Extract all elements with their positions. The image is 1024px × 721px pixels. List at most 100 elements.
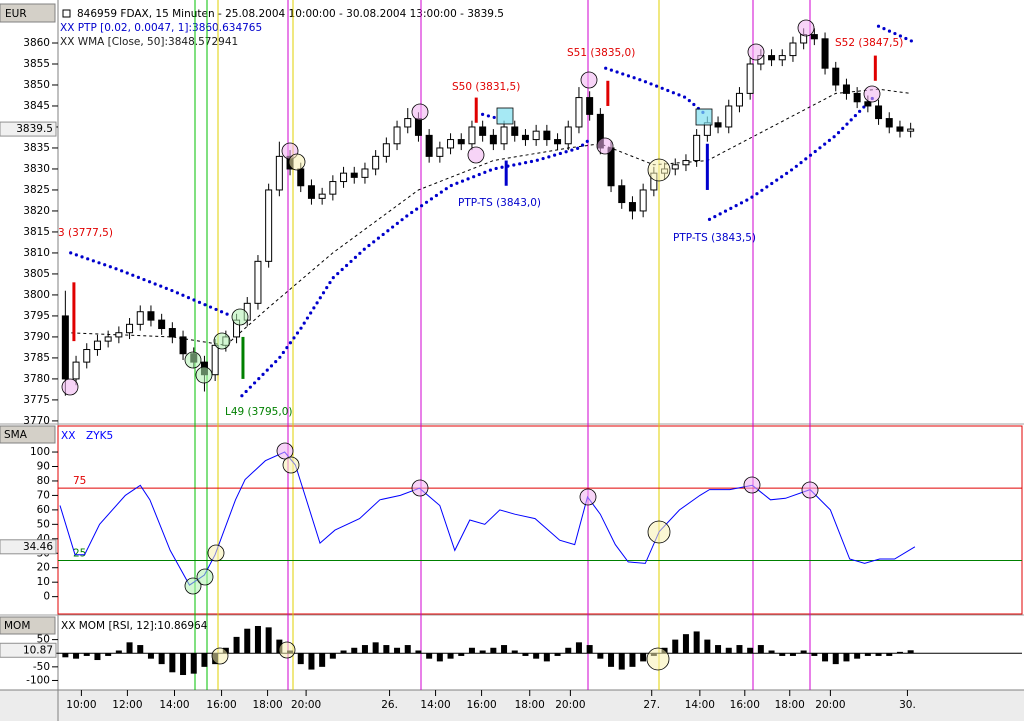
bar: [158, 653, 165, 665]
y-tick-label: 3785: [23, 352, 50, 364]
candle-body: [778, 55, 786, 61]
bar: [629, 653, 636, 667]
y-tick-label: 3795: [23, 310, 50, 322]
axis-label-box: [0, 616, 56, 635]
bar: [896, 651, 903, 654]
x-tick-label: 14:00: [685, 699, 715, 711]
chart-title: 846959 FDAX, 15 Minuten - 25.08.2004 10:…: [77, 8, 504, 20]
bar: [565, 647, 572, 654]
pattern-marker: [646, 647, 670, 671]
candle-body: [361, 168, 369, 178]
x-tick-label: 14:00: [159, 699, 189, 711]
annotation: L49 (3795,0): [225, 406, 292, 418]
bar: [618, 653, 625, 670]
legend-entry: ZYK5: [86, 430, 113, 442]
x-tick-label: 20:00: [815, 699, 845, 711]
candle-body: [543, 130, 551, 141]
y-tick-label: 3835: [23, 142, 50, 154]
candle-body: [746, 63, 754, 94]
candle-body: [532, 130, 540, 141]
y-tick-label: 70: [37, 489, 50, 501]
axis-label: EUR: [5, 8, 27, 20]
pattern-marker: [61, 378, 79, 396]
y-tick-label: 3790: [23, 331, 50, 343]
y-tick-label: -50: [33, 661, 50, 673]
pattern-marker: [580, 71, 598, 89]
candle-body: [639, 189, 647, 212]
bar: [436, 653, 443, 662]
candle-body: [382, 143, 390, 157]
candle-body: [864, 101, 872, 107]
bar: [415, 650, 422, 654]
candle-body: [896, 126, 904, 132]
bar: [757, 645, 764, 654]
y-tick-label: 60: [37, 504, 50, 516]
bar: [490, 647, 497, 654]
pattern-marker: [579, 488, 597, 506]
last-value-label: 3839.5: [16, 123, 53, 135]
candle-body: [393, 126, 401, 145]
bar: [747, 647, 754, 654]
bar: [201, 653, 208, 667]
pattern-marker: [184, 577, 202, 595]
x-tick-label: 16:00: [730, 699, 760, 711]
candle-body: [275, 155, 283, 191]
candle-body: [842, 84, 850, 94]
candle-body: [425, 134, 433, 157]
panel-title: XX MOM [RSI, 12]:10.86964: [61, 620, 208, 632]
y-tick-label: -100: [26, 674, 50, 686]
candle-body: [414, 118, 422, 136]
pattern-marker: [797, 19, 815, 37]
candle-body: [158, 319, 166, 330]
bar: [832, 653, 839, 665]
bar: [800, 650, 807, 654]
bar: [137, 645, 144, 654]
candle-body: [147, 311, 155, 321]
pattern-marker: [184, 351, 202, 369]
candle-body: [875, 105, 883, 120]
bar: [94, 653, 101, 661]
y-tick-label: 3770: [23, 415, 50, 427]
candle-body: [564, 126, 572, 145]
x-tick-label: 20:00: [555, 699, 585, 711]
bar: [682, 634, 689, 654]
candle-body: [907, 128, 915, 132]
axis-label: MOM: [4, 620, 30, 632]
bar: [864, 653, 871, 656]
bar: [233, 636, 240, 654]
y-tick-label: 3825: [23, 184, 50, 196]
candle-body: [447, 139, 455, 149]
bar: [693, 631, 700, 654]
bar: [575, 642, 582, 654]
pattern-marker: [231, 308, 249, 326]
bar: [811, 653, 818, 656]
pattern-marker: [276, 442, 294, 460]
bar: [672, 639, 679, 654]
y-tick-label: 80: [37, 475, 50, 487]
zyk-panel-frame: [57, 425, 1023, 615]
pattern-marker: [195, 366, 213, 384]
panel-title: XX: [61, 430, 75, 442]
x-tick-label: 18:00: [775, 699, 805, 711]
candle-body: [254, 260, 262, 304]
candle-body: [853, 92, 861, 103]
pattern-marker: [278, 641, 296, 659]
bar: [394, 647, 401, 654]
candle-body: [211, 344, 219, 376]
candle-body: [350, 172, 358, 178]
annotation: PTP-TS (3843,5): [673, 232, 756, 244]
bar: [62, 653, 69, 658]
x-tick-label: 18:00: [252, 699, 282, 711]
annotation: S52 (3847,5): [835, 37, 903, 49]
bar: [297, 653, 304, 665]
candle-body: [607, 147, 615, 187]
candle-body: [500, 126, 508, 145]
y-tick-label: 100: [30, 446, 50, 458]
last-value-box: [0, 539, 57, 555]
y-tick-label: 20: [37, 562, 50, 574]
annotation: S50 (3831,5): [452, 81, 520, 93]
candle-body: [768, 55, 776, 61]
annotation: PTP-TS (3843,0): [458, 197, 541, 209]
level-label: 75: [73, 475, 86, 487]
